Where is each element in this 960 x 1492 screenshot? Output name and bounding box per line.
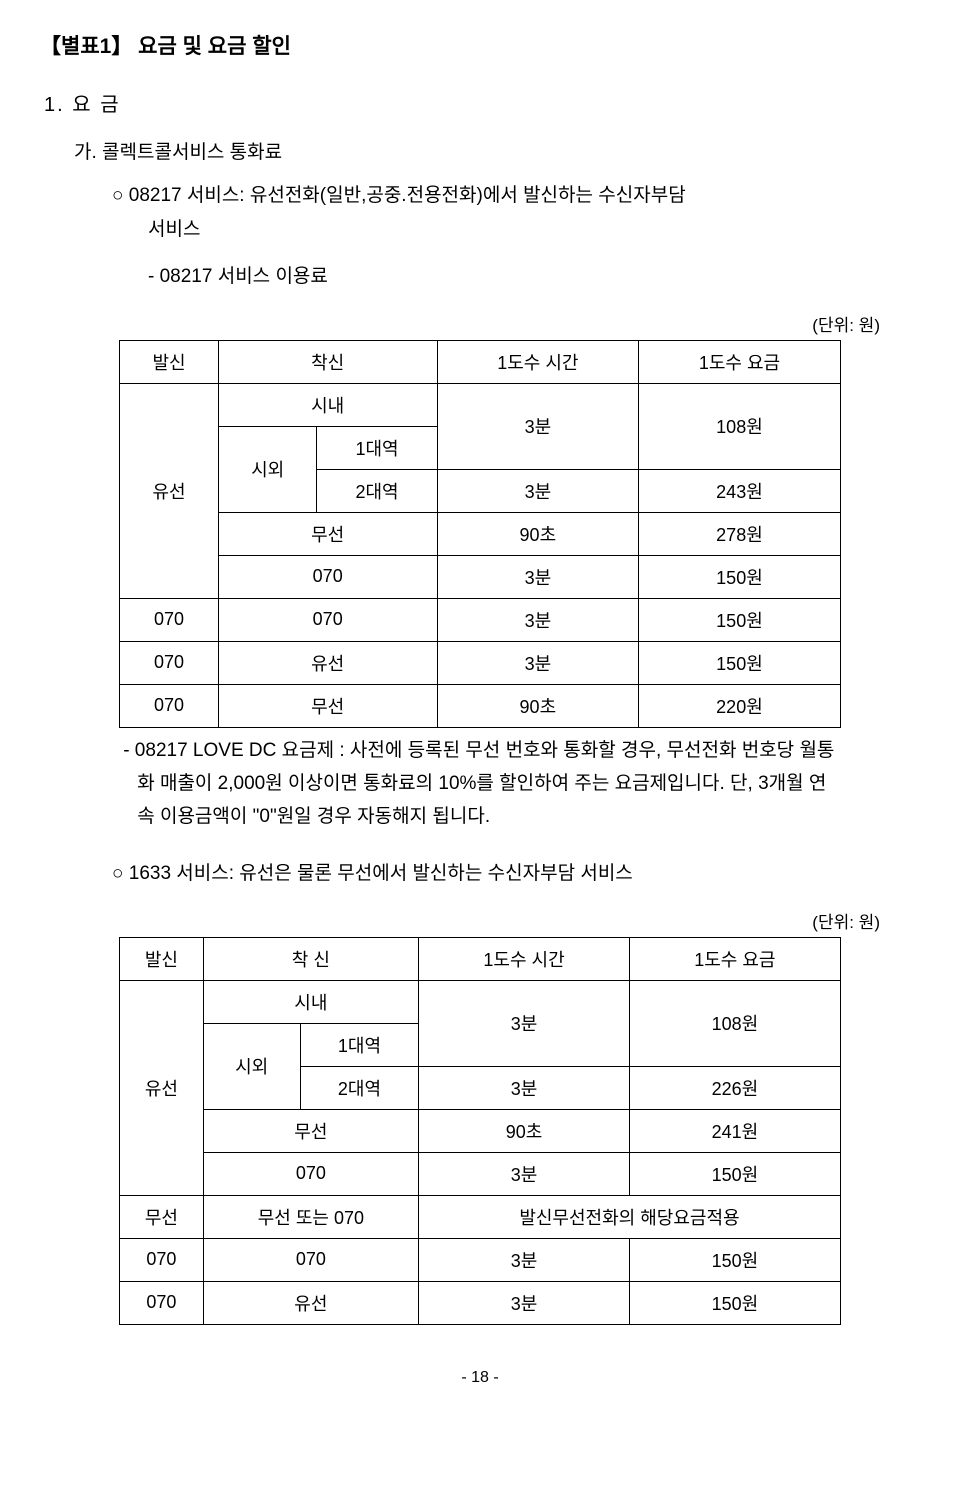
cell: 070	[120, 684, 219, 727]
section-number: 1. 요 금	[44, 88, 920, 117]
cell: 070	[120, 641, 219, 684]
cell: 108원	[639, 383, 841, 469]
unit-label-1: (단위: 원)	[40, 311, 880, 336]
cell: 90초	[437, 512, 639, 555]
cell: 유선	[120, 383, 219, 598]
note-1: - 08217 LOVE DC 요금제 : 사전에 등록된 무선 번호와 통화할…	[119, 734, 841, 834]
cell: 150원	[639, 598, 841, 641]
th-rate: 1도수 요금	[639, 340, 841, 383]
cell: 3분	[419, 1066, 630, 1109]
cell: 220원	[639, 684, 841, 727]
cell: 3분	[437, 598, 639, 641]
cell: 3분	[419, 1238, 630, 1281]
cell: 무선	[203, 1109, 419, 1152]
doc-title: 【별표1】 요금 및 요금 할인	[40, 30, 920, 60]
unit-label-2: (단위: 원)	[40, 908, 880, 933]
cell: 2대역	[300, 1066, 418, 1109]
cell: 무선	[218, 684, 437, 727]
cell: 108원	[629, 980, 840, 1066]
body-line-1: ○ 08217 서비스: 유선전화(일반,공중.전용전화)에서 발신하는 수신자…	[112, 180, 920, 212]
cell: 유선	[218, 641, 437, 684]
cell: 유선	[203, 1281, 419, 1324]
cell: 150원	[639, 555, 841, 598]
cell: 150원	[629, 1238, 840, 1281]
cell: 시외	[218, 426, 317, 512]
body-line-1b: 서비스	[148, 214, 920, 246]
th-rate: 1도수 요금	[629, 937, 840, 980]
cell: 150원	[639, 641, 841, 684]
th-to: 착 신	[203, 937, 419, 980]
th-to: 착신	[218, 340, 437, 383]
cell: 시내	[218, 383, 437, 426]
cell: 90초	[437, 684, 639, 727]
cell: 3분	[419, 1281, 630, 1324]
cell: 070	[203, 1238, 419, 1281]
cell: 1대역	[300, 1023, 418, 1066]
th-from: 발신	[120, 340, 219, 383]
cell: 1대역	[317, 426, 437, 469]
cell: 278원	[639, 512, 841, 555]
th-time: 1도수 시간	[419, 937, 630, 980]
cell: 2대역	[317, 469, 437, 512]
cell: 무선	[120, 1195, 203, 1238]
cell: 070	[120, 598, 219, 641]
cell: 시외	[203, 1023, 300, 1109]
cell: 226원	[629, 1066, 840, 1109]
cell: 241원	[629, 1109, 840, 1152]
cell: 070	[218, 555, 437, 598]
th-time: 1도수 시간	[437, 340, 639, 383]
cell: 무선 또는 070	[203, 1195, 419, 1238]
cell: 3분	[419, 1152, 630, 1195]
subsection: 가. 콜렉트콜서비스 통화료	[74, 137, 920, 164]
cell: 유선	[120, 980, 203, 1195]
page-number: - 18 -	[40, 1369, 920, 1387]
cell: 150원	[629, 1281, 840, 1324]
th-from: 발신	[120, 937, 203, 980]
cell: 3분	[437, 383, 639, 469]
cell: 3분	[437, 555, 639, 598]
rate-table-2: 발신 착 신 1도수 시간 1도수 요금 유선 시내 3분 108원 시외 1대…	[119, 937, 841, 1325]
cell: 150원	[629, 1152, 840, 1195]
cell: 3분	[437, 469, 639, 512]
cell: 243원	[639, 469, 841, 512]
body-line-3: ○ 1633 서비스: 유선은 물론 무선에서 발신하는 수신자부담 서비스	[112, 858, 920, 890]
cell: 070	[120, 1281, 203, 1324]
cell: 발신무선전화의 해당요금적용	[419, 1195, 841, 1238]
cell: 070	[218, 598, 437, 641]
body-line-2: - 08217 서비스 이용료	[148, 261, 920, 293]
rate-table-1: 발신 착신 1도수 시간 1도수 요금 유선 시내 3분 108원 시외 1대역…	[119, 340, 841, 728]
cell: 3분	[419, 980, 630, 1066]
cell: 070	[203, 1152, 419, 1195]
cell: 90초	[419, 1109, 630, 1152]
cell: 무선	[218, 512, 437, 555]
cell: 070	[120, 1238, 203, 1281]
cell: 시내	[203, 980, 419, 1023]
cell: 3분	[437, 641, 639, 684]
